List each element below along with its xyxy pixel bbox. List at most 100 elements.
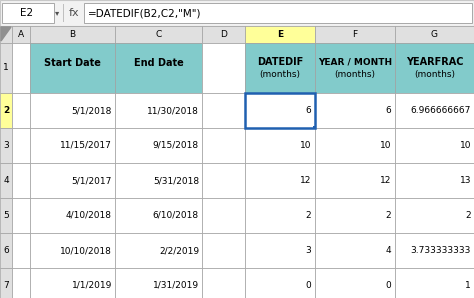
Text: 9/15/2018: 9/15/2018 bbox=[153, 141, 199, 150]
Bar bbox=[245, 268, 315, 298]
Bar bbox=[30, 93, 115, 128]
Bar bbox=[202, 233, 245, 268]
Bar bbox=[0, 0, 474, 26]
Bar bbox=[395, 233, 474, 268]
Text: 4/10/2018: 4/10/2018 bbox=[66, 211, 112, 220]
Bar bbox=[12, 128, 30, 163]
Text: 0: 0 bbox=[305, 281, 311, 290]
Bar bbox=[0, 128, 12, 163]
Bar bbox=[0, 268, 12, 298]
Bar bbox=[395, 43, 474, 93]
Bar bbox=[202, 93, 245, 128]
Text: End Date: End Date bbox=[134, 58, 183, 68]
Bar bbox=[315, 198, 395, 233]
Bar bbox=[202, 163, 245, 198]
Bar bbox=[115, 43, 202, 93]
Bar bbox=[115, 268, 202, 298]
Bar bbox=[245, 43, 315, 93]
Bar bbox=[315, 163, 395, 198]
Bar bbox=[395, 128, 474, 163]
Bar bbox=[30, 268, 115, 298]
Text: 10: 10 bbox=[380, 141, 391, 150]
Text: 7: 7 bbox=[3, 281, 9, 290]
Text: 1/1/2019: 1/1/2019 bbox=[72, 281, 112, 290]
Bar bbox=[315, 26, 395, 43]
Text: 1: 1 bbox=[3, 63, 9, 72]
Polygon shape bbox=[1, 27, 11, 41]
Text: 2: 2 bbox=[465, 211, 471, 220]
Bar bbox=[30, 233, 115, 268]
Bar bbox=[245, 233, 315, 268]
Bar bbox=[2, 3, 54, 23]
Text: 2: 2 bbox=[305, 211, 311, 220]
Bar bbox=[0, 26, 12, 43]
Bar bbox=[84, 3, 472, 23]
Bar bbox=[395, 268, 474, 298]
Bar bbox=[395, 26, 474, 43]
Bar bbox=[115, 163, 202, 198]
Text: 10/10/2018: 10/10/2018 bbox=[60, 246, 112, 255]
Text: 4: 4 bbox=[3, 176, 9, 185]
Text: 5: 5 bbox=[3, 211, 9, 220]
Text: 1: 1 bbox=[465, 281, 471, 290]
Bar bbox=[395, 198, 474, 233]
Bar bbox=[30, 43, 115, 93]
Text: B: B bbox=[69, 30, 75, 39]
Bar bbox=[115, 128, 202, 163]
Text: (months): (months) bbox=[259, 69, 301, 78]
Bar bbox=[202, 43, 245, 93]
Bar bbox=[395, 163, 474, 198]
Text: 2: 2 bbox=[3, 106, 9, 115]
Text: 3.733333333: 3.733333333 bbox=[410, 246, 471, 255]
Text: 12: 12 bbox=[300, 176, 311, 185]
Text: 5/1/2018: 5/1/2018 bbox=[72, 106, 112, 115]
Text: 6: 6 bbox=[385, 106, 391, 115]
Bar bbox=[0, 43, 12, 93]
Bar bbox=[12, 43, 30, 93]
Text: C: C bbox=[155, 30, 162, 39]
Text: 3: 3 bbox=[3, 141, 9, 150]
Bar bbox=[115, 93, 202, 128]
Bar bbox=[0, 93, 12, 128]
Text: 3: 3 bbox=[305, 246, 311, 255]
Bar bbox=[0, 233, 12, 268]
Text: fx: fx bbox=[69, 8, 79, 18]
Text: 2/2/2019: 2/2/2019 bbox=[159, 246, 199, 255]
Bar bbox=[315, 128, 395, 163]
Text: ▾: ▾ bbox=[55, 9, 59, 18]
Text: 10: 10 bbox=[459, 141, 471, 150]
Bar bbox=[115, 198, 202, 233]
Bar bbox=[315, 268, 395, 298]
Text: E: E bbox=[277, 30, 283, 39]
Bar bbox=[315, 93, 395, 128]
Text: 10: 10 bbox=[300, 141, 311, 150]
Text: A: A bbox=[18, 30, 24, 39]
Text: (months): (months) bbox=[335, 69, 375, 78]
Text: 4: 4 bbox=[385, 246, 391, 255]
Text: 6: 6 bbox=[305, 106, 311, 115]
Text: 1/31/2019: 1/31/2019 bbox=[153, 281, 199, 290]
Bar bbox=[30, 163, 115, 198]
Text: DATEDIF: DATEDIF bbox=[257, 57, 303, 67]
Text: F: F bbox=[353, 30, 357, 39]
Bar bbox=[115, 233, 202, 268]
Text: Start Date: Start Date bbox=[44, 58, 101, 68]
Bar bbox=[30, 128, 115, 163]
Bar bbox=[63, 4, 64, 22]
Bar bbox=[245, 26, 315, 43]
Text: 5/31/2018: 5/31/2018 bbox=[153, 176, 199, 185]
Bar bbox=[245, 93, 315, 128]
Text: =DATEDIF(B2,C2,"M"): =DATEDIF(B2,C2,"M") bbox=[88, 8, 201, 18]
Bar bbox=[245, 93, 315, 128]
Bar bbox=[0, 198, 12, 233]
Text: 12: 12 bbox=[380, 176, 391, 185]
Bar bbox=[202, 268, 245, 298]
Bar bbox=[0, 163, 12, 198]
Text: 2: 2 bbox=[385, 211, 391, 220]
Text: 6.966666667: 6.966666667 bbox=[410, 106, 471, 115]
Text: (months): (months) bbox=[414, 69, 455, 78]
Text: E2: E2 bbox=[20, 8, 34, 18]
Bar bbox=[30, 26, 115, 43]
Bar bbox=[12, 233, 30, 268]
Bar bbox=[12, 198, 30, 233]
